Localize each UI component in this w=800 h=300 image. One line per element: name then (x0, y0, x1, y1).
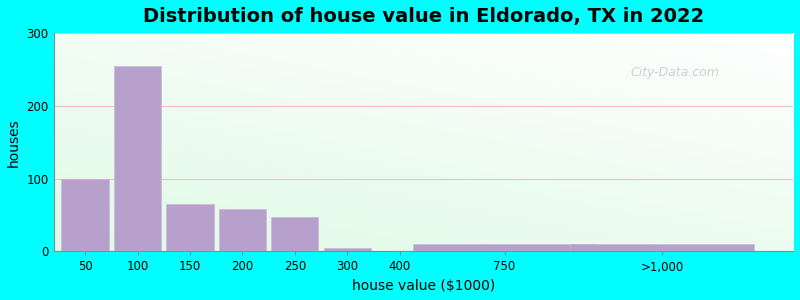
X-axis label: house value ($1000): house value ($1000) (352, 279, 495, 293)
Bar (219, 209, 266, 251)
Bar (166, 204, 214, 251)
Bar (324, 248, 371, 251)
Bar (62, 179, 109, 251)
Bar (570, 244, 754, 251)
Title: Distribution of house value in Eldorado, TX in 2022: Distribution of house value in Eldorado,… (142, 7, 704, 26)
Bar (413, 244, 596, 251)
Y-axis label: houses: houses (7, 118, 21, 166)
Bar (271, 217, 318, 251)
Text: City-Data.com: City-Data.com (630, 66, 719, 79)
Bar (114, 66, 161, 251)
